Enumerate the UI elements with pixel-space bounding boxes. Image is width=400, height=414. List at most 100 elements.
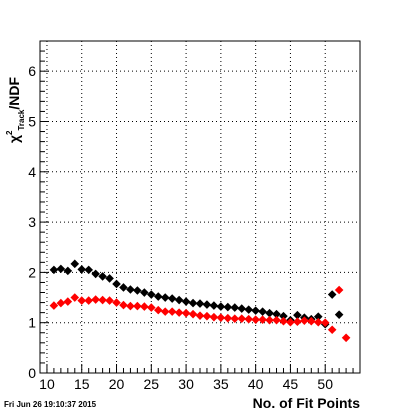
data-point-series-2 (153, 305, 163, 315)
data-point-series-1 (98, 272, 107, 281)
data-point-series-1 (174, 295, 184, 305)
timestamp: Fri Jun 26 19:10:37 2015 (4, 400, 97, 409)
y-axis-title-sub: Track (17, 109, 26, 130)
data-point-series-2 (258, 315, 267, 324)
data-point-series-1 (91, 269, 100, 279)
data-point-series-1 (153, 292, 163, 301)
data-point-series-1 (147, 290, 156, 299)
data-point-series-1 (272, 309, 281, 319)
data-point-series-1 (313, 312, 323, 321)
y-tick-label: 2 (28, 264, 36, 280)
data-point-series-2 (167, 307, 177, 316)
data-point-series-2 (181, 308, 191, 318)
data-point-series-1 (160, 293, 170, 302)
data-point-series-2 (334, 285, 344, 295)
data-point-series-1 (279, 311, 288, 321)
x-tick-label: 35 (213, 376, 229, 392)
y-axis-title-chi: χ (6, 135, 22, 143)
data-point-series-1 (251, 306, 260, 315)
data-point-series-1 (216, 302, 226, 311)
y-axis-title-rest: /NDF (6, 77, 22, 110)
y-tick-label: 0 (28, 365, 36, 381)
data-point-series-2 (320, 318, 330, 327)
data-point-series-2 (126, 301, 135, 311)
data-point-series-1 (140, 288, 149, 297)
x-tick-label: 30 (178, 376, 194, 392)
x-tick-label: 25 (144, 376, 160, 392)
y-tick-label: 5 (28, 113, 36, 129)
y-tick-label: 1 (28, 315, 36, 331)
y-tick-label: 4 (28, 164, 36, 180)
data-point-series-2 (188, 309, 198, 319)
data-point-series-2 (63, 297, 73, 306)
data-point-series-1 (105, 274, 114, 283)
data-point-series-1 (181, 297, 191, 306)
data-point-series-2 (70, 293, 80, 302)
data-point-series-1 (293, 310, 302, 320)
data-point-series-2 (265, 315, 274, 325)
y-tick-label: 3 (28, 214, 36, 230)
data-point-series-2 (230, 314, 240, 323)
data-point-series-1 (133, 286, 142, 295)
data-point-series-2 (91, 295, 100, 304)
data-point-series-2 (98, 295, 107, 305)
data-point-series-1 (258, 307, 267, 316)
data-point-series-1 (202, 300, 212, 309)
data-point-series-2 (119, 300, 128, 310)
x-tick-label: 10 (39, 376, 55, 392)
x-tick-label: 20 (109, 376, 125, 392)
data-point-series-2 (202, 311, 212, 321)
data-point-series-1 (223, 302, 233, 312)
data-point-series-2 (244, 314, 253, 324)
data-point-series-1 (209, 301, 219, 310)
data-point-series-2 (251, 315, 260, 324)
data-point-series-1 (84, 265, 93, 275)
data-point-series-2 (327, 325, 337, 335)
data-point-series-2 (160, 307, 170, 316)
y-tick-label: 6 (28, 63, 36, 79)
y-axis-title: χ2Track/NDF (5, 77, 26, 144)
data-point-series-2 (209, 312, 219, 322)
y-axis-title-sup: 2 (5, 130, 14, 135)
data-point-series-2 (49, 301, 59, 310)
data-point-series-2 (105, 296, 114, 305)
x-axis-title: No. of Fit Points (253, 395, 361, 411)
data-point-series-2 (341, 333, 351, 343)
x-tick-label: 50 (317, 376, 333, 392)
data-point-series-1 (126, 285, 135, 294)
data-point-series-1 (70, 259, 80, 269)
data-point-series-1 (327, 290, 337, 299)
data-point-series-2 (279, 316, 288, 326)
x-tick-label: 45 (283, 376, 299, 392)
data-point-series-1 (77, 265, 87, 274)
data-point-series-2 (223, 313, 233, 323)
data-point-series-1 (119, 283, 128, 292)
data-point-series-1 (49, 265, 59, 275)
data-point-series-1 (265, 308, 274, 318)
x-tick-labels: 10 15 20 25 30 35 40 45 50 (39, 376, 333, 392)
data-point-series-1 (244, 305, 253, 314)
data-point-series-1 (188, 298, 198, 308)
data-point-series-1 (237, 304, 247, 313)
data-point-series-2 (77, 296, 87, 305)
data-point-series-1 (230, 303, 240, 312)
data-point-series-1 (56, 264, 66, 274)
y-tick-labels: 0 1 2 3 4 5 6 (28, 63, 36, 381)
data-point-series-2 (216, 313, 226, 322)
data-point-series-2 (237, 314, 247, 323)
data-point-series-1 (112, 279, 121, 289)
data-point-series-1 (334, 310, 344, 319)
data-point-series-2 (56, 298, 66, 308)
x-tick-label: 15 (74, 376, 90, 392)
data-point-series-2 (133, 301, 142, 311)
data-point-series-2 (84, 296, 93, 305)
data-points (49, 259, 351, 343)
data-point-series-2 (286, 317, 295, 327)
axis-ticks (39, 40, 361, 374)
data-point-series-2 (195, 311, 205, 320)
data-point-series-2 (272, 315, 281, 325)
data-point-series-1 (167, 294, 177, 303)
data-point-series-2 (147, 303, 156, 312)
data-point-series-2 (313, 317, 323, 327)
